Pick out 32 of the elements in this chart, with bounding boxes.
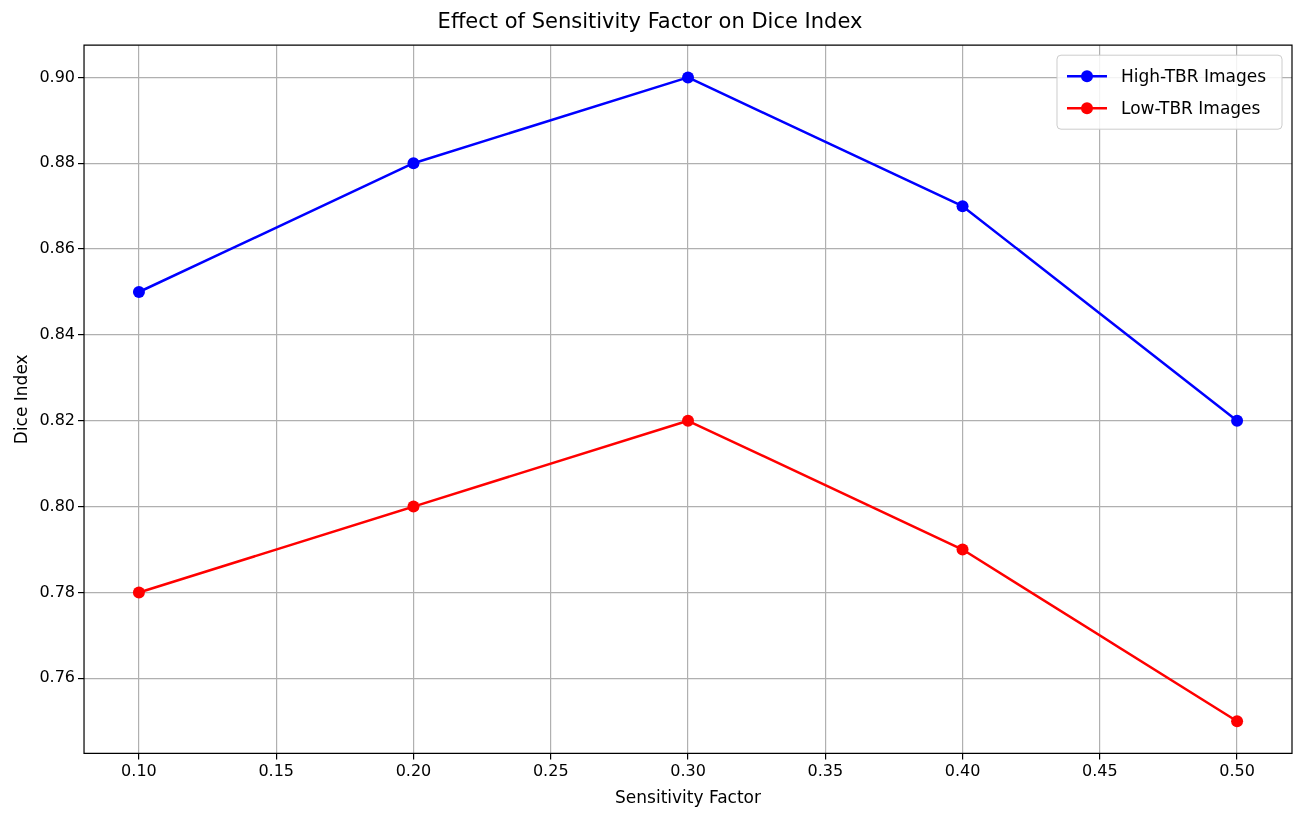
point xyxy=(407,500,420,513)
x-tick-label: 0.50 xyxy=(1219,761,1255,781)
x-tick-label: 0.10 xyxy=(121,761,157,781)
y-tick-label: 0.76 xyxy=(39,667,76,687)
y-tick-label: 0.86 xyxy=(39,238,76,258)
point xyxy=(956,543,969,556)
point xyxy=(407,157,420,170)
y-axis-title: Dice Index xyxy=(10,354,31,445)
x-tick-label: 0.30 xyxy=(670,761,706,781)
chart-title: Effect of Sensitivity Factor on Dice Index xyxy=(437,9,863,34)
legend-label: High-TBR Images xyxy=(1120,65,1267,86)
y-tick-label: 0.84 xyxy=(39,324,76,344)
point xyxy=(682,414,695,427)
y-tick-label: 0.80 xyxy=(39,495,76,515)
x-tick-label: 0.35 xyxy=(807,761,844,781)
x-tick-label: 0.25 xyxy=(532,761,569,781)
x-tick-label: 0.45 xyxy=(1082,761,1118,781)
point xyxy=(132,286,145,298)
x-tick-label: 0.40 xyxy=(944,761,981,781)
x-axis-title: Sensitivity Factor xyxy=(615,787,761,808)
point xyxy=(132,586,145,599)
point xyxy=(682,71,695,84)
point xyxy=(956,200,969,213)
x-tick-label: 0.20 xyxy=(395,761,432,781)
y-tick-label: 0.88 xyxy=(39,152,76,172)
point xyxy=(1231,715,1244,728)
y-tick-label: 0.90 xyxy=(39,66,76,86)
point xyxy=(1231,414,1244,427)
y-tick-label: 0.82 xyxy=(39,409,76,429)
legend-label: Low-TBR Images xyxy=(1120,97,1261,118)
x-tick-label: 0.15 xyxy=(258,761,295,781)
y-tick-label: 0.78 xyxy=(39,581,76,601)
